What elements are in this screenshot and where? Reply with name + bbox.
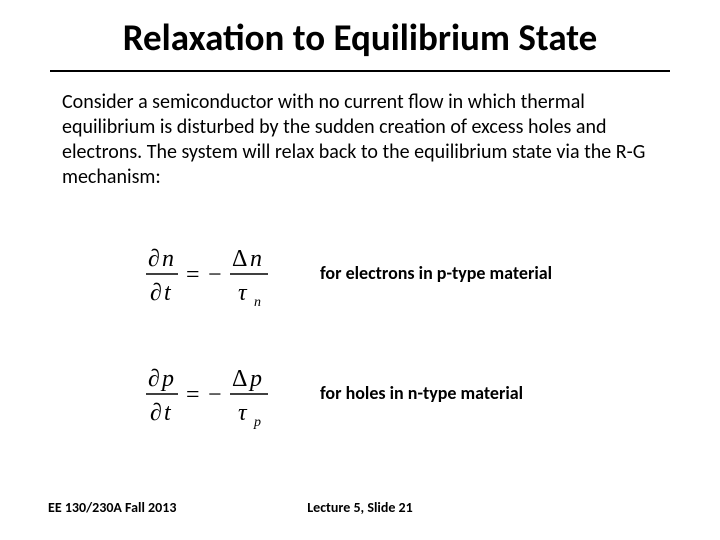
svg-text:−: − — [208, 262, 222, 288]
svg-text:t: t — [164, 400, 172, 426]
svg-text:∂: ∂ — [150, 280, 162, 306]
body-paragraph: Consider a semiconductor with no current… — [62, 90, 662, 190]
svg-text:=: = — [186, 382, 200, 408]
equation-caption-electrons: for electrons in p-type material — [320, 262, 552, 284]
svg-text:∂: ∂ — [148, 366, 160, 392]
rhs-den-sub: n — [254, 295, 261, 310]
equation-holes: ∂ p ∂ t = − Δ p τ p — [140, 360, 300, 432]
svg-text:t: t — [164, 280, 172, 306]
equation-caption-holes: for holes in n-type material — [320, 382, 523, 404]
svg-text:Δ: Δ — [232, 246, 247, 272]
svg-text:∂: ∂ — [150, 400, 162, 426]
lhs-num-sym: p — [160, 366, 174, 392]
svg-text:−: − — [208, 382, 222, 408]
rhs-num-sym: p — [248, 366, 262, 392]
svg-text:=: = — [186, 262, 200, 288]
title-underline — [50, 70, 670, 72]
rhs-num-sym: n — [250, 246, 262, 272]
svg-text:Δ: Δ — [232, 366, 247, 392]
lhs-num-sym: n — [162, 246, 174, 272]
svg-text:τ: τ — [238, 400, 248, 426]
slide: Relaxation to Equilibrium State Consider… — [0, 0, 720, 540]
slide-title: Relaxation to Equilibrium State — [0, 18, 720, 59]
svg-text:∂: ∂ — [148, 246, 160, 272]
footer-center: Lecture 5, Slide 21 — [0, 499, 720, 516]
equation-electrons: ∂ n ∂ t = − Δ n τ n — [140, 240, 300, 312]
rhs-den-sub: p — [253, 415, 261, 430]
svg-text:τ: τ — [238, 280, 248, 306]
